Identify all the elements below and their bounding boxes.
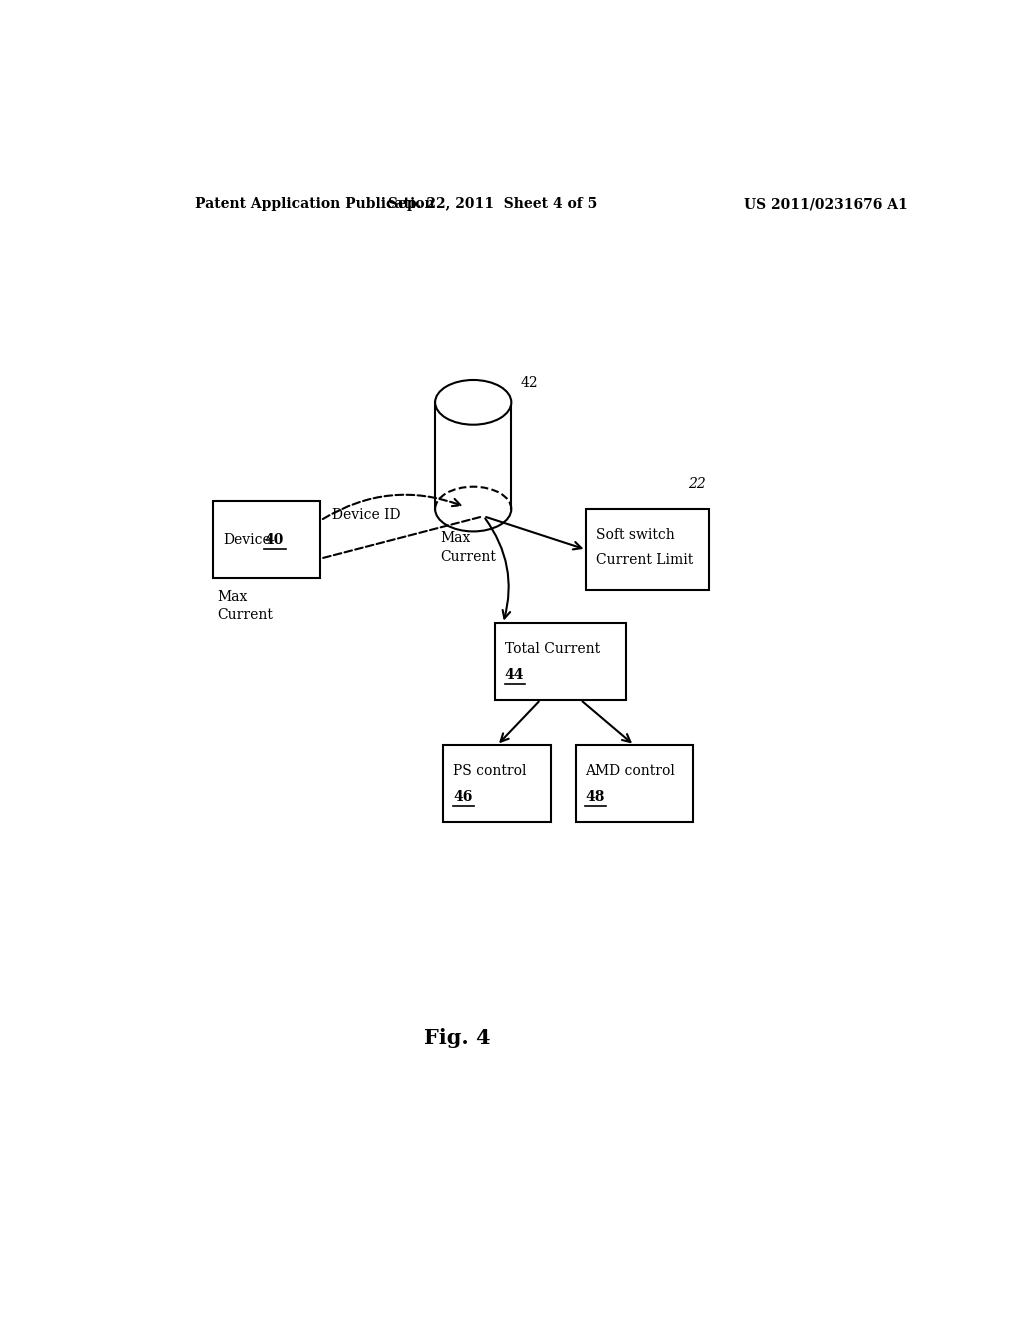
Text: Current: Current <box>440 549 496 564</box>
Text: 42: 42 <box>521 376 539 391</box>
FancyBboxPatch shape <box>443 746 551 821</box>
Text: PS control: PS control <box>453 764 526 779</box>
FancyBboxPatch shape <box>213 502 321 578</box>
Text: Device ID: Device ID <box>333 508 400 523</box>
FancyBboxPatch shape <box>495 623 626 700</box>
Text: Max: Max <box>440 532 470 545</box>
Text: 22: 22 <box>687 477 706 491</box>
Text: AMD control: AMD control <box>585 764 675 779</box>
Text: Current Limit: Current Limit <box>596 553 693 566</box>
Text: 48: 48 <box>585 789 604 804</box>
Text: Total Current: Total Current <box>505 643 600 656</box>
Text: Sep. 22, 2011  Sheet 4 of 5: Sep. 22, 2011 Sheet 4 of 5 <box>388 197 598 211</box>
Text: US 2011/0231676 A1: US 2011/0231676 A1 <box>744 197 908 211</box>
FancyBboxPatch shape <box>575 746 693 821</box>
Text: Fig. 4: Fig. 4 <box>424 1027 490 1048</box>
Text: Current: Current <box>217 609 273 622</box>
Ellipse shape <box>435 380 511 425</box>
Text: 40: 40 <box>264 532 284 546</box>
Text: Device: Device <box>223 532 270 546</box>
Text: Max: Max <box>217 590 248 603</box>
Text: Patent Application Publication: Patent Application Publication <box>196 197 435 211</box>
Text: 46: 46 <box>453 789 472 804</box>
Text: 44: 44 <box>505 668 524 681</box>
FancyBboxPatch shape <box>587 510 710 590</box>
Polygon shape <box>435 403 511 510</box>
Text: Soft switch: Soft switch <box>596 528 675 543</box>
